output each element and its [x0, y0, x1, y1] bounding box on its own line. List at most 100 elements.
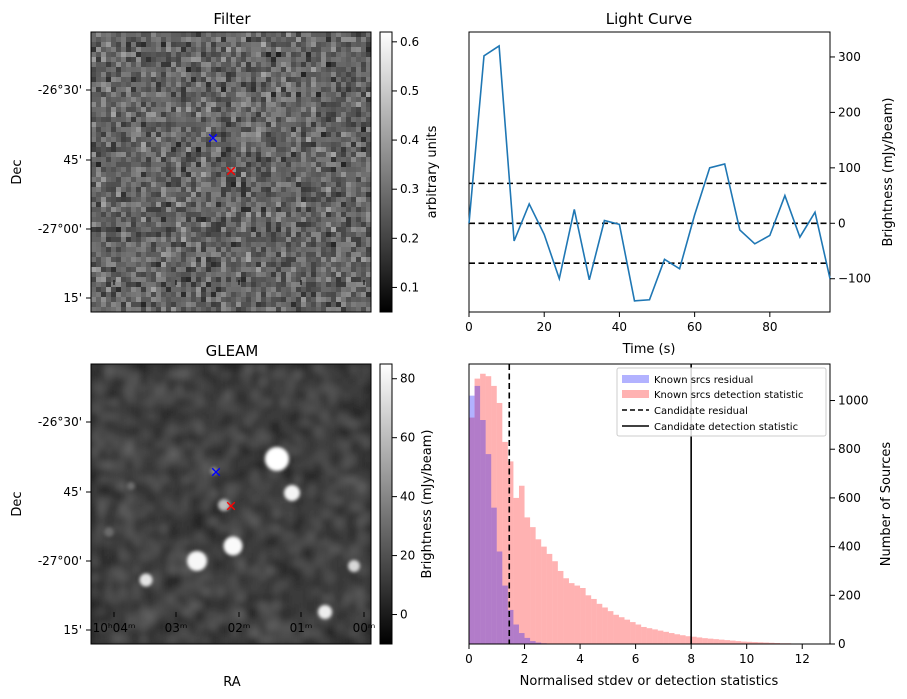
detection-bar — [518, 485, 525, 644]
detection-bar — [680, 635, 686, 644]
detection-bar — [768, 642, 775, 644]
detection-bar — [641, 626, 647, 644]
histogram-panel: 0 2 4 6 8 10 12 0 200 400 600 800 1000 Normalised s… — [465, 363, 894, 689]
residual-bar — [530, 641, 536, 644]
gleam-ytick-label: 45' — [63, 485, 82, 499]
detection-bar — [652, 629, 658, 644]
gleam-frame — [90, 363, 372, 645]
lightcurve-frame — [468, 31, 831, 313]
filter-marker-blue — [208, 133, 218, 143]
residual-bar — [480, 420, 486, 644]
gleam-marker-red — [226, 501, 236, 511]
detection-bar — [757, 642, 764, 644]
lightcurve-ytick-label: 200 — [838, 105, 861, 119]
filter-colorbar-tick-label: 0.6 — [400, 35, 419, 49]
filter-image — [91, 32, 371, 312]
histogram-ylabel: Number of Sources — [879, 442, 894, 567]
detection-bar — [735, 641, 742, 644]
gleam-colorbar: 0 20 40 60 80 Brightness (mJy/beam) — [379, 363, 435, 645]
detection-bar — [502, 441, 508, 644]
legend-swatch-detection — [622, 390, 649, 398]
detection-bar — [685, 636, 692, 644]
histogram-xtick-label: 0 — [465, 652, 473, 666]
lightcurve-xtick-label: 20 — [537, 320, 552, 334]
detection-bar — [752, 642, 758, 644]
filter-colorbar-tick-label: 0.2 — [400, 231, 419, 245]
filter-ylabel: Dec — [10, 159, 25, 184]
detection-bar — [485, 376, 492, 644]
detection-bar — [618, 617, 625, 644]
gleam-title: GLEAM — [206, 342, 259, 360]
gleam-colorbar-tick-label: 80 — [400, 372, 415, 386]
gleam-xtick-label: 10ʰ04ᵐ — [93, 621, 136, 635]
gleam-ytick-label: 15' — [63, 623, 82, 637]
gleam-xlabel: RA — [223, 675, 241, 690]
histogram-ytick-label: 800 — [838, 442, 861, 456]
detection-bar — [702, 638, 708, 644]
detection-bar — [663, 631, 669, 644]
detection-bar — [607, 611, 614, 644]
residual-bar — [535, 642, 542, 644]
residual-bar — [513, 624, 519, 644]
filter-ytick-label: -27°00' — [38, 222, 82, 236]
lightcurve-xtick-label: 80 — [762, 320, 777, 334]
lightcurve-xlabel: Time (s) — [622, 342, 676, 357]
lightcurve-ytick-label: 100 — [838, 161, 861, 175]
filter-panel: Filter -26°30'45'-27°00'15' Dec 0.10.20.… — [10, 10, 440, 313]
gleam-image — [91, 364, 371, 644]
lightcurve-panel: Light Curve 0 20 40 60 80 −100 0 100 200 300 Tim… — [465, 10, 896, 357]
gleam-marker-blue — [211, 467, 221, 477]
detection-bar — [696, 637, 703, 644]
histogram-ytick-label: 600 — [838, 491, 861, 505]
gleam-colorbar-label: Brightness (mJy/beam) — [420, 430, 435, 579]
detection-bar — [474, 378, 481, 644]
filter-title: Filter — [213, 10, 251, 28]
residual-bar — [491, 507, 497, 644]
detection-bar — [513, 497, 519, 644]
legend-swatch-residual — [622, 375, 649, 383]
detection-bar — [613, 614, 619, 644]
gleam-ytick-label: -26°30' — [38, 415, 82, 429]
residual-bar — [507, 609, 514, 644]
detection-bar — [580, 588, 586, 644]
detection-bar — [674, 634, 681, 644]
detection-bar — [657, 630, 664, 644]
lightcurve-ytick-label: 0 — [838, 216, 846, 230]
detection-bar — [563, 578, 569, 644]
legend-label-candidate-residual: Candidate residual — [654, 406, 748, 417]
filter-marker-red — [226, 166, 236, 176]
lightcurve-ytick-label: −100 — [838, 272, 871, 286]
detection-bar — [496, 402, 503, 644]
filter-colorbar: 0.1 0.2 0.3 0.4 0.5 0.6 arbitrary units — [379, 31, 440, 313]
lightcurve-xtick-label: 60 — [687, 320, 702, 334]
gleam-ytick-label: -27°00' — [38, 554, 82, 568]
histogram-xlabel: Normalised stdev or detection statistics — [520, 674, 779, 689]
residual-bar — [496, 551, 503, 644]
filter-colorbar-tick-label: 0.5 — [400, 84, 419, 98]
histogram-xtick-label: 12 — [795, 652, 810, 666]
lightcurve-ylabel: Brightness (mJy/beam) — [881, 98, 896, 247]
histogram-ytick-label: 0 — [838, 637, 846, 651]
filter-ytick-label: 15' — [63, 291, 82, 305]
detection-bar — [546, 553, 553, 644]
legend-label-detection: Known srcs detection statistic — [654, 390, 803, 401]
gleam-panel: GLEAM — [10, 342, 435, 690]
detection-bar — [480, 373, 486, 644]
filter-colorbar-tick-label: 0.1 — [400, 280, 419, 294]
gleam-sources — [104, 447, 360, 619]
detection-bar — [535, 539, 542, 644]
filter-colorbar-label: arbitrary units — [425, 125, 440, 218]
detection-bar — [635, 624, 642, 644]
histogram-ytick-label: 400 — [838, 540, 861, 554]
histogram-frame — [468, 363, 831, 645]
detection-bar — [491, 385, 497, 644]
histogram-ytick-label: 1000 — [838, 394, 869, 408]
histogram-xtick-label: 4 — [576, 652, 584, 666]
detection-bar — [718, 639, 725, 644]
gleam-colorbar-tick-label: 0 — [400, 608, 408, 622]
detection-bar — [713, 639, 719, 644]
histogram-ytick-label: 200 — [838, 588, 861, 602]
detection-bar — [707, 638, 714, 644]
filter-colorbar-tick-label: 0.3 — [400, 182, 419, 196]
